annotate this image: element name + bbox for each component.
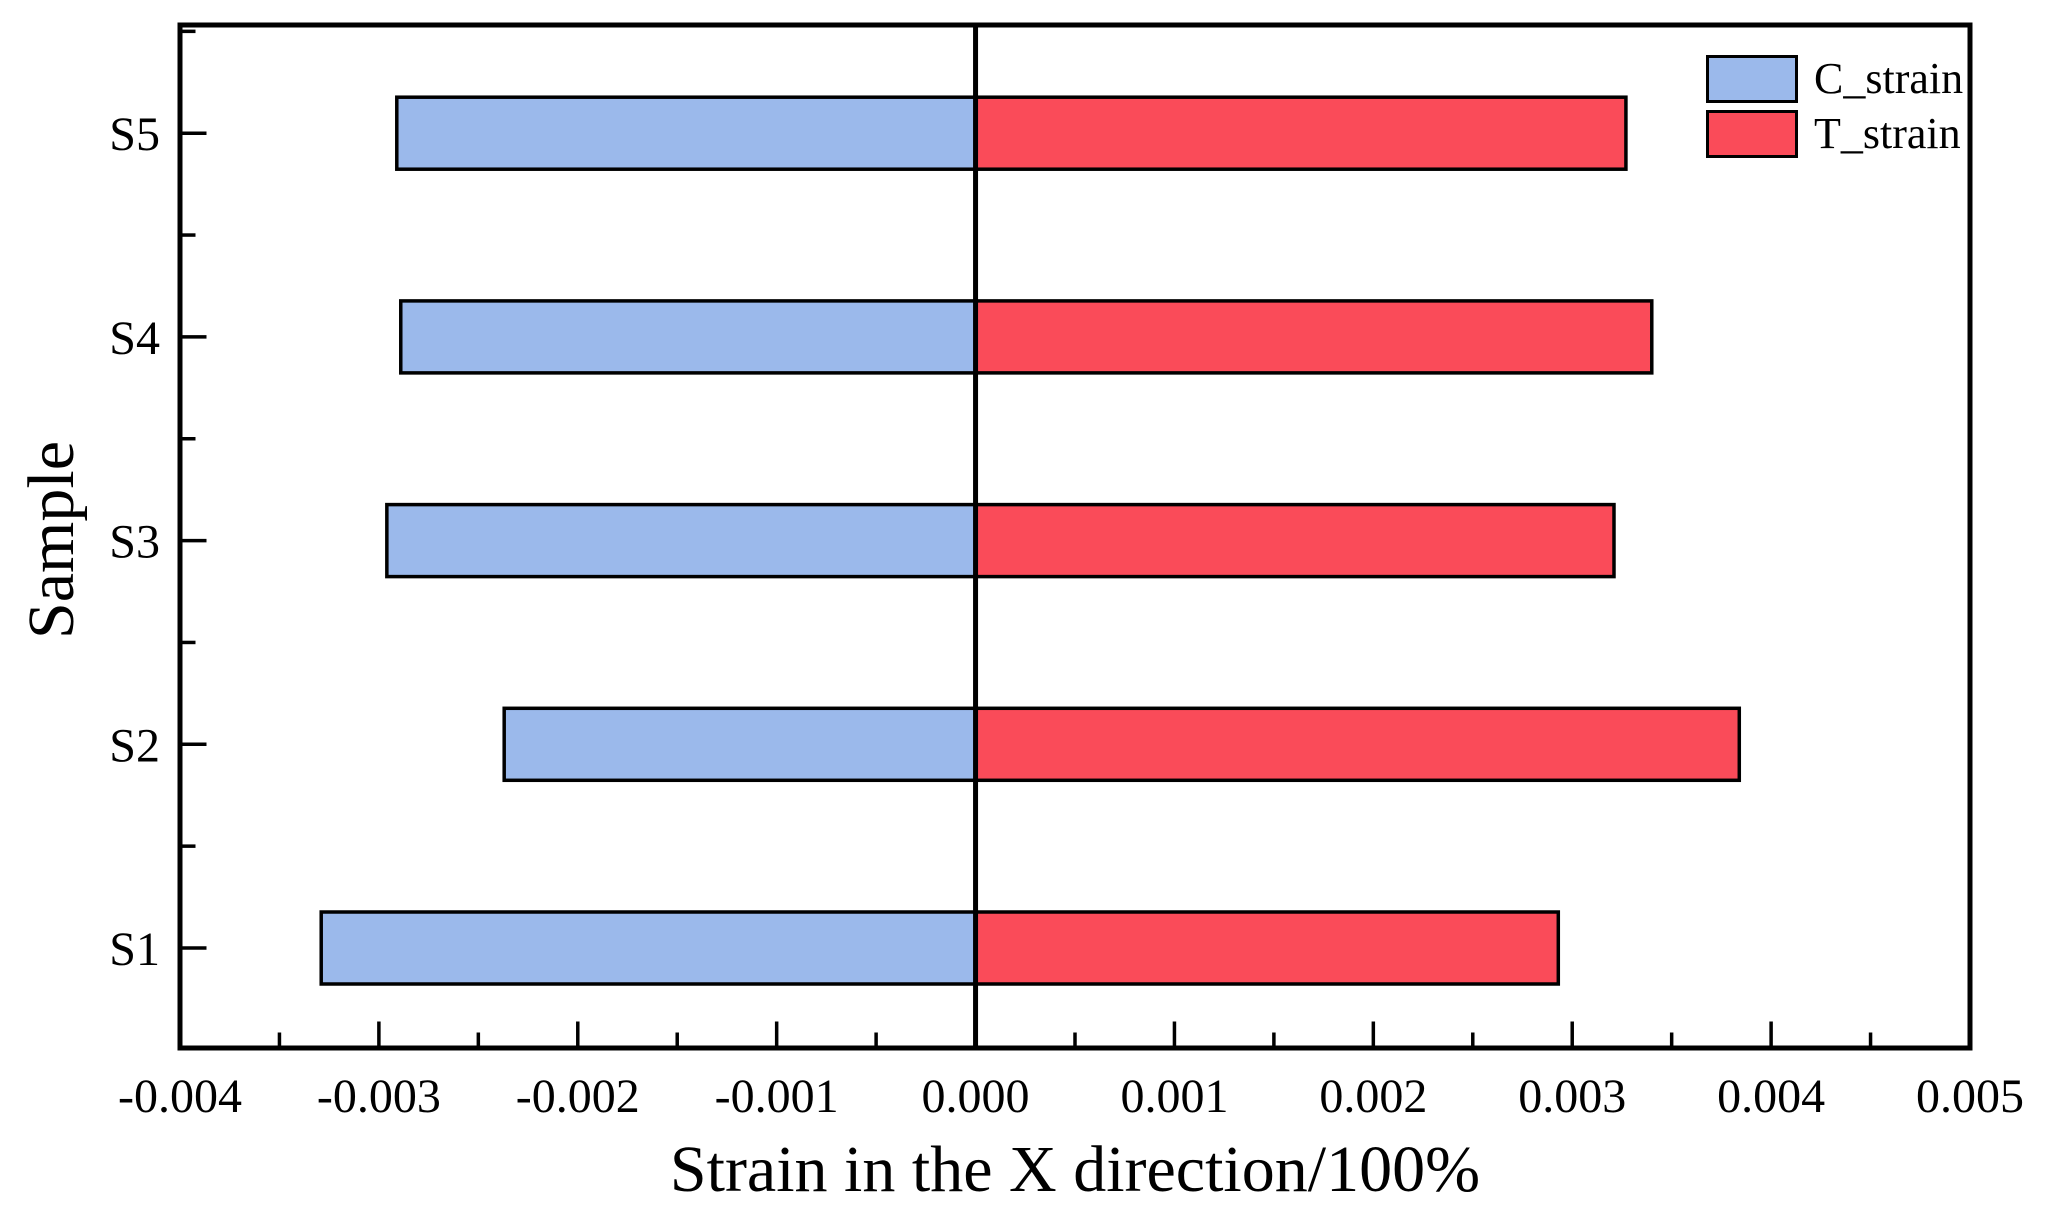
t-strain-swatch	[1706, 110, 1798, 158]
bar-c-strain-s4	[399, 299, 978, 375]
y-tick-label: S4	[109, 312, 160, 365]
bar-t-strain-s4	[973, 299, 1654, 375]
c-strain-swatch	[1706, 55, 1798, 103]
y-tick-label: S3	[109, 516, 160, 569]
legend-item-t-strain: T_strain	[1706, 110, 1963, 158]
x-tick-label: 0.005	[1916, 1070, 2024, 1123]
x-tick-label: -0.001	[715, 1070, 839, 1123]
bar-c-strain-s2	[502, 706, 978, 783]
y-tick-label: S1	[109, 923, 160, 976]
legend-label-t-strain: T_strain	[1814, 109, 1961, 158]
bar-t-strain-s2	[973, 706, 1742, 783]
y-axis-title: Sample	[15, 441, 88, 639]
y-tick-label: S2	[109, 719, 160, 772]
bar-t-strain-s5	[973, 95, 1628, 171]
x-tick-label: 0.003	[1518, 1070, 1626, 1123]
y-tick-label: S5	[109, 108, 160, 161]
x-tick-label: 0.002	[1319, 1070, 1427, 1123]
bar-c-strain-s1	[319, 910, 978, 986]
bar-c-strain-s5	[395, 95, 978, 171]
x-tick-label: 0.001	[1120, 1070, 1228, 1123]
legend-label-c-strain: C_strain	[1814, 54, 1964, 103]
x-axis-title: Strain in the X direction/100%	[669, 1133, 1481, 1206]
bar-c-strain-s3	[385, 502, 978, 579]
legend: C_strain T_strain	[1706, 55, 1963, 158]
plot-border	[177, 22, 1973, 1051]
x-tick-label: -0.002	[516, 1070, 640, 1123]
bar-t-strain-s1	[973, 910, 1561, 986]
x-tick-label: 0.000	[922, 1070, 1030, 1123]
x-tick-label: 0.004	[1717, 1070, 1825, 1123]
bar-t-strain-s3	[973, 502, 1616, 579]
legend-item-c-strain: C_strain	[1706, 55, 1963, 103]
x-tick-label: -0.004	[118, 1070, 242, 1123]
x-tick-label: -0.003	[317, 1070, 441, 1123]
